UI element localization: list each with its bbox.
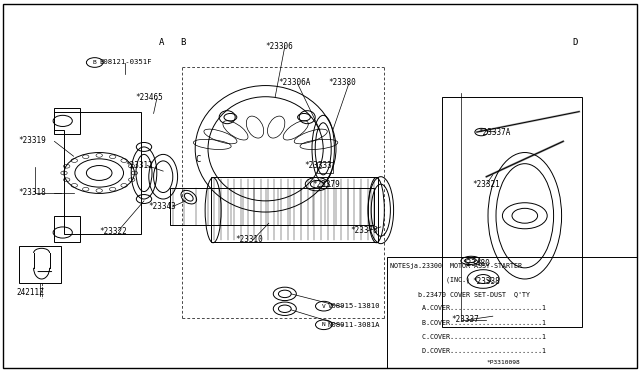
Bar [442, 97, 582, 327]
Text: D.COVER.......................1: D.COVER.......................1 [390, 348, 547, 354]
Text: *23319: *23319 [18, 136, 45, 145]
Text: V08915-13810: V08915-13810 [328, 303, 380, 309]
Polygon shape [54, 112, 141, 234]
Text: V: V [322, 304, 326, 309]
Text: B: B [93, 60, 97, 65]
Text: B08121-0351F: B08121-0351F [99, 60, 152, 65]
Bar [170, 188, 374, 225]
Text: A: A [159, 38, 164, 47]
Text: B: B [180, 38, 186, 47]
Text: *23378: *23378 [351, 226, 378, 235]
Text: *23380: *23380 [328, 78, 356, 87]
Text: 24211Z: 24211Z [16, 288, 44, 296]
Text: *23338: *23338 [472, 278, 500, 286]
Text: *P3310098: *P3310098 [486, 360, 520, 365]
Bar [54, 108, 80, 134]
Bar [387, 257, 637, 368]
Text: *23333: *23333 [304, 161, 332, 170]
Text: *23379: *23379 [312, 180, 340, 189]
Text: *23480: *23480 [462, 259, 490, 267]
Bar [19, 246, 61, 283]
Text: *23310: *23310 [236, 235, 263, 244]
Text: b.23470 COVER SET-DUST  Q'TY: b.23470 COVER SET-DUST Q'TY [390, 291, 531, 297]
Bar [54, 216, 80, 242]
Text: A.COVER.......................1: A.COVER.......................1 [390, 305, 547, 311]
Text: *23337A: *23337A [479, 128, 511, 137]
Text: D: D [573, 38, 578, 47]
Text: C.COVER.......................1: C.COVER.......................1 [390, 334, 547, 340]
Text: C: C [195, 155, 200, 164]
Text: *23321: *23321 [472, 180, 500, 189]
Text: (INC.): (INC.) [390, 277, 470, 283]
Text: *23465: *23465 [136, 93, 163, 102]
Text: B.COVER.......................1: B.COVER.......................1 [390, 320, 547, 326]
Text: *23312: *23312 [125, 161, 153, 170]
Text: *23322: *23322 [99, 227, 127, 236]
Text: *23306A: *23306A [278, 78, 311, 87]
Text: *23337: *23337 [451, 315, 479, 324]
Text: N: N [322, 322, 326, 327]
Text: *23306: *23306 [266, 42, 293, 51]
Bar [211, 177, 378, 242]
Text: NOTESja.23300  MOTOR ASSY-STARTER: NOTESja.23300 MOTOR ASSY-STARTER [390, 263, 522, 269]
Bar [317, 162, 333, 173]
Text: N08911-3081A: N08911-3081A [328, 322, 380, 328]
Text: *23343: *23343 [148, 202, 176, 211]
Text: *23318: *23318 [18, 188, 45, 197]
